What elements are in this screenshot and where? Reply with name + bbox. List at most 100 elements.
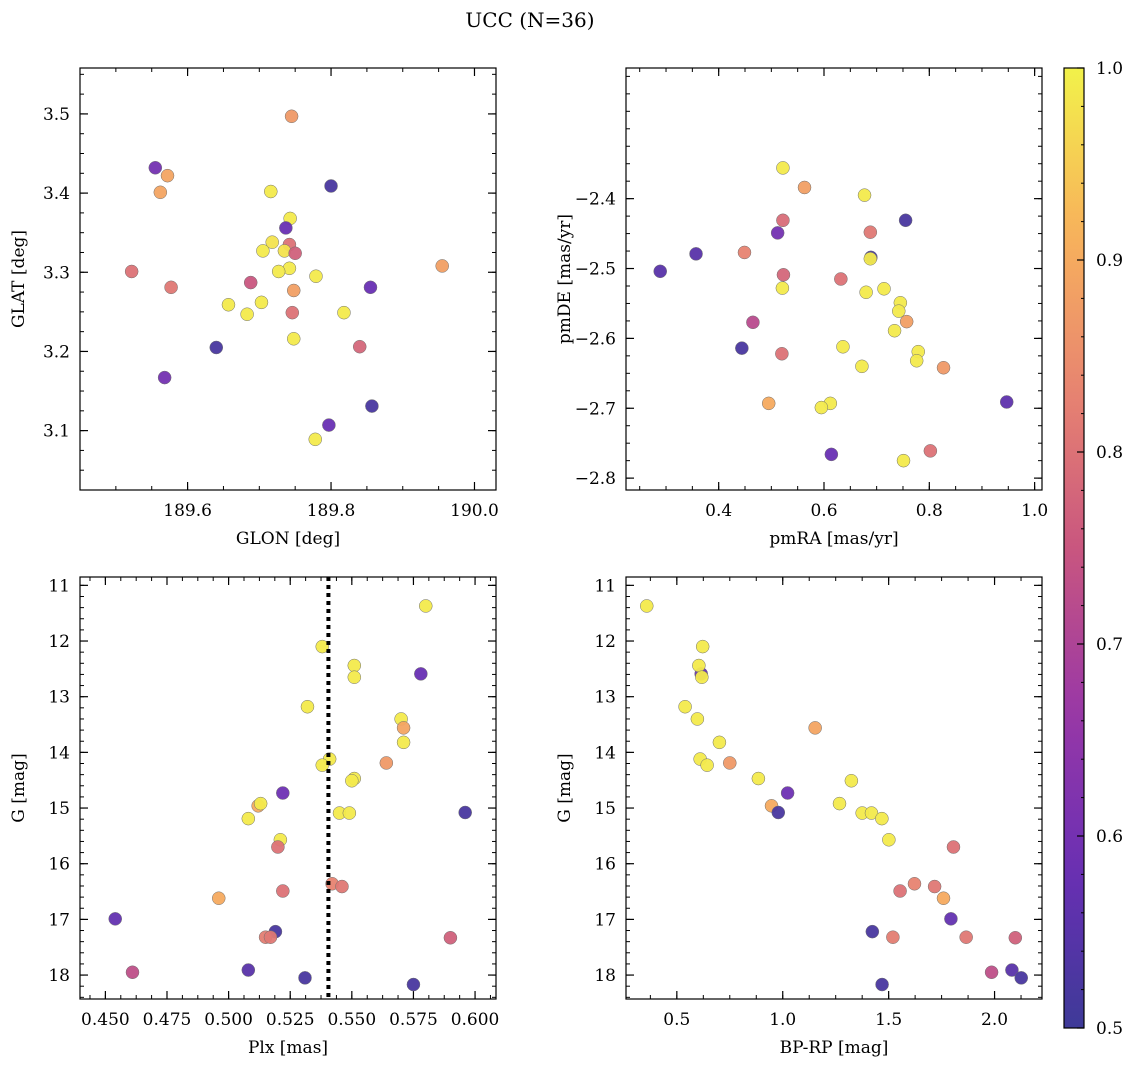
scatter-point bbox=[832, 796, 847, 811]
scatter-point bbox=[253, 796, 268, 811]
scatter-point bbox=[124, 264, 139, 279]
scatter-point bbox=[776, 161, 790, 175]
y-tick-label: 11 bbox=[48, 576, 70, 596]
scatter-point bbox=[406, 977, 421, 992]
scatter-point bbox=[863, 251, 878, 266]
y-tick-label: 11 bbox=[594, 576, 616, 596]
x-tick-label: 0.550 bbox=[327, 1010, 376, 1030]
x-tick-label: 1.0 bbox=[769, 1010, 796, 1030]
y-tick-label: 12 bbox=[594, 632, 616, 652]
x-tick-label: 0.525 bbox=[266, 1010, 315, 1030]
scatter-point bbox=[298, 971, 312, 985]
scatter-point bbox=[352, 339, 367, 354]
scatter-point bbox=[458, 805, 472, 820]
scatter-point bbox=[315, 758, 330, 772]
scatter-point bbox=[863, 225, 878, 239]
scatter-point bbox=[896, 453, 911, 468]
x-axis-label: pmRA [mas/yr] bbox=[769, 529, 898, 549]
scatter-point bbox=[844, 774, 859, 788]
scatter-point bbox=[209, 340, 224, 355]
colorbar-tick-label: 0.6 bbox=[1096, 827, 1123, 847]
panels: 189.6 189.8 190.0 3.1 3.2 3.3 3.4 3.5 GLON [deg]… bbox=[9, 67, 1048, 1058]
y-tick-label: −2.8 bbox=[575, 469, 616, 489]
scatter-point bbox=[959, 930, 973, 944]
y-tick-label: 16 bbox=[48, 855, 70, 875]
scatter-point bbox=[243, 275, 258, 290]
scatter-point bbox=[946, 840, 961, 854]
scatter-points bbox=[124, 109, 449, 447]
scatter-point bbox=[419, 599, 433, 613]
axes-frame bbox=[79, 67, 497, 491]
y-axis-label: G [mag] bbox=[9, 753, 29, 822]
scatter-point bbox=[286, 332, 301, 346]
scatter-point bbox=[443, 931, 458, 945]
scatter-point bbox=[308, 432, 323, 447]
scatter-point bbox=[751, 771, 766, 786]
scatter-point bbox=[414, 667, 428, 681]
scatter-point bbox=[864, 806, 879, 820]
scatter-point bbox=[271, 264, 286, 279]
x-tick-label: 189.8 bbox=[307, 501, 356, 521]
scatter-point bbox=[898, 213, 913, 228]
scatter-point bbox=[771, 805, 786, 820]
scatter-point bbox=[808, 721, 822, 735]
scatter-point bbox=[893, 884, 907, 898]
scatter-point bbox=[221, 297, 236, 312]
x-tick-label: 0.6 bbox=[810, 501, 837, 521]
scatter-point bbox=[984, 965, 999, 980]
y-tick-label: 14 bbox=[594, 743, 616, 763]
scatter-point bbox=[761, 396, 776, 411]
scatter-point bbox=[256, 244, 270, 258]
scatter-point bbox=[285, 305, 300, 320]
y-tick-label: 3.2 bbox=[43, 342, 70, 362]
scatter-point bbox=[923, 444, 938, 458]
axes-frame bbox=[625, 67, 1043, 491]
scatter-point bbox=[335, 879, 349, 894]
scatter-point bbox=[164, 280, 178, 295]
colorbar: 0.5 0.6 0.7 0.8 0.9 1.0 bbox=[1063, 59, 1123, 1039]
axes-frame bbox=[79, 576, 497, 1000]
scatter-point bbox=[309, 269, 323, 283]
x-tick-label: 1.0 bbox=[1021, 501, 1048, 521]
scatter-point bbox=[347, 658, 362, 673]
y-tick-label: 3.1 bbox=[43, 422, 70, 442]
x-axis-label: GLON [deg] bbox=[236, 529, 340, 549]
scatter-point bbox=[396, 721, 411, 735]
x-tick-label: 0.5 bbox=[663, 1010, 690, 1030]
scatter-point bbox=[1005, 963, 1019, 977]
scatter-point bbox=[241, 963, 256, 977]
scatter-point bbox=[363, 280, 378, 295]
y-tick-label: 18 bbox=[594, 966, 616, 986]
scatter-point bbox=[999, 395, 1014, 409]
x-tick-label: 0.4 bbox=[705, 501, 732, 521]
scatter-point bbox=[907, 877, 922, 891]
x-tick-label: 189.6 bbox=[163, 501, 212, 521]
scatter-point bbox=[345, 774, 359, 788]
scatter-point bbox=[271, 840, 285, 854]
colorbar-tick-label: 0.7 bbox=[1096, 635, 1123, 655]
scatter-point bbox=[365, 399, 379, 413]
scatter-point bbox=[322, 418, 336, 432]
x-axis-label: BP-RP [mag] bbox=[780, 1038, 889, 1058]
scatter-point bbox=[396, 735, 411, 750]
y-tick-label: 13 bbox=[48, 688, 70, 708]
y-axis-label: pmDE [mas/yr] bbox=[555, 214, 575, 344]
x-tick-label: 190.0 bbox=[450, 501, 499, 521]
scatter-points bbox=[108, 599, 472, 992]
scatter-point bbox=[153, 185, 168, 200]
scatter-point bbox=[678, 699, 692, 714]
scatter-points bbox=[653, 161, 1014, 468]
y-tick-label: 14 bbox=[48, 743, 70, 763]
scatter-point bbox=[263, 930, 278, 944]
y-tick-label: −2.4 bbox=[575, 190, 616, 210]
scatter-point bbox=[254, 295, 269, 310]
panel-plx-g: 0.450 0.475 0.500 0.525 0.550 0.575 0.600 11 12 1… bbox=[9, 576, 499, 1058]
y-tick-label: 18 bbox=[48, 966, 70, 986]
scatter-point bbox=[276, 884, 290, 898]
scatter-point bbox=[288, 246, 302, 261]
scatter-point bbox=[723, 756, 737, 770]
y-axis-label: GLAT [deg] bbox=[9, 230, 29, 328]
scatter-point bbox=[1014, 971, 1028, 985]
scatter-point bbox=[797, 180, 812, 195]
